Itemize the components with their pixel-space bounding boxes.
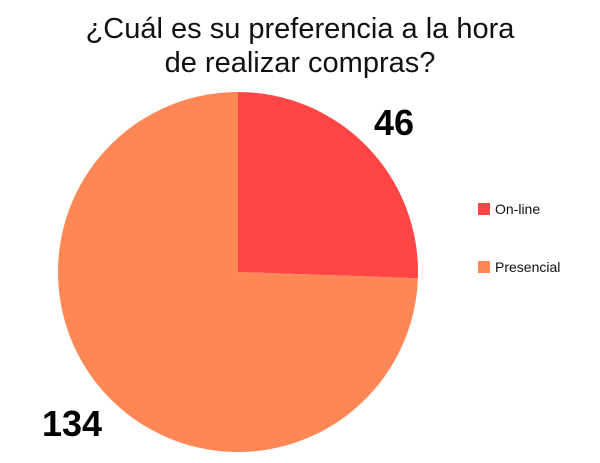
legend-label-presencial: Presencial: [495, 259, 561, 275]
legend: On-line Presencial: [478, 200, 593, 316]
data-label-on-line: 46: [374, 102, 414, 143]
chart-title: ¿Cuál es su preferencia a la hora de rea…: [0, 12, 600, 80]
legend-item-presencial: Presencial: [478, 258, 593, 276]
pie-slice-on-line: [238, 92, 418, 279]
data-label-presencial: 134: [42, 403, 102, 444]
legend-swatch-online: [478, 203, 490, 215]
legend-item-online: On-line: [478, 200, 593, 218]
chart-title-line-1: ¿Cuál es su preferencia a la hora: [85, 13, 515, 45]
chart-title-line-2: de realizar compras?: [164, 47, 436, 79]
pie-slice-presencial: [58, 92, 418, 452]
legend-label-online: On-line: [495, 201, 541, 217]
legend-swatch-presencial: [478, 261, 490, 273]
